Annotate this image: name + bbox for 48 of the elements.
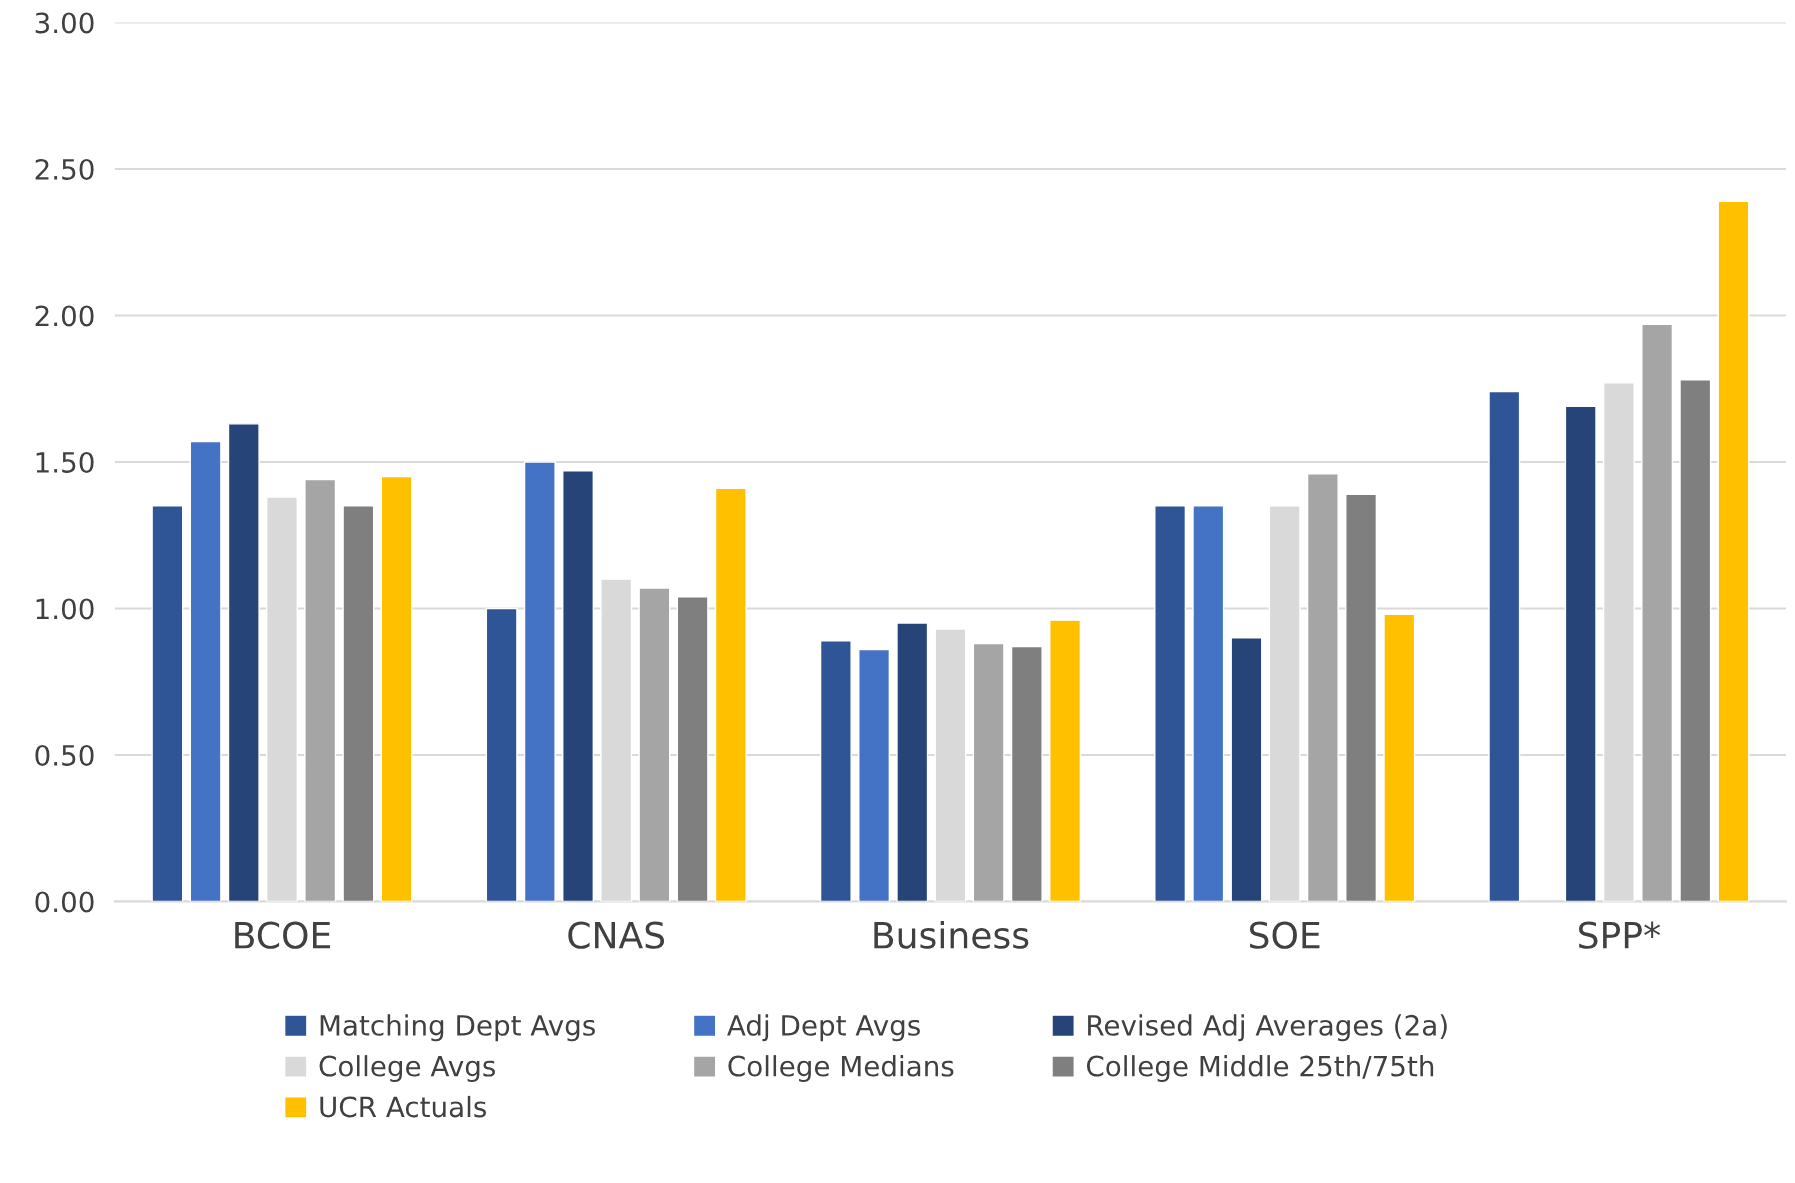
bar xyxy=(676,596,709,902)
y-tick-label: 0.00 xyxy=(35,891,94,913)
x-tick-label: Business xyxy=(874,920,1029,949)
bar xyxy=(714,487,747,902)
bar xyxy=(1488,390,1521,902)
bar xyxy=(972,642,1005,902)
bar xyxy=(151,505,184,902)
legend-label: Adj Dept Avgs xyxy=(727,1014,920,1042)
x-tick-label: CNAS xyxy=(568,921,665,949)
legend-label: College Middle 25th/75th xyxy=(1086,1055,1434,1082)
bar xyxy=(1049,619,1082,902)
bar xyxy=(380,475,413,902)
y-tick-label: 2.00 xyxy=(35,305,94,327)
bar xyxy=(819,639,852,902)
bar xyxy=(858,648,891,902)
y-tick-label: 2.50 xyxy=(35,158,94,180)
bar xyxy=(1641,323,1674,902)
x-tick-label: SOE xyxy=(1249,921,1320,949)
y-tick-label: 1.00 xyxy=(36,598,94,620)
bar xyxy=(1564,405,1597,902)
bar xyxy=(1010,645,1043,902)
bar xyxy=(189,440,222,902)
legend-label: UCR Actuals xyxy=(320,1095,486,1118)
legend-label: Matching Dept Avgs xyxy=(320,1014,595,1042)
bar xyxy=(342,505,375,902)
legend-label: College Avgs xyxy=(319,1055,496,1082)
bar xyxy=(562,470,594,902)
bar xyxy=(227,423,260,902)
bar xyxy=(1679,379,1712,902)
bar xyxy=(1192,505,1225,902)
bar xyxy=(896,622,929,902)
y-tick-label: 0.50 xyxy=(35,744,94,766)
bar xyxy=(1345,493,1378,902)
bar xyxy=(638,587,671,902)
bar xyxy=(1306,472,1339,902)
bar xyxy=(1154,505,1187,902)
legend-label: Revised Adj Averages (2a) xyxy=(1088,1014,1447,1042)
legend-label: College Medians xyxy=(728,1055,954,1082)
bar xyxy=(304,478,337,902)
bar xyxy=(1383,613,1416,902)
x-tick-label: BCOE xyxy=(235,921,330,949)
bar xyxy=(1230,637,1263,902)
bar xyxy=(1717,200,1750,902)
y-tick-label: 1.50 xyxy=(36,451,94,473)
bar xyxy=(523,461,556,902)
x-tick-label: SPP* xyxy=(1579,921,1661,949)
bar xyxy=(485,607,518,902)
y-tick-label: 3.00 xyxy=(35,12,94,34)
